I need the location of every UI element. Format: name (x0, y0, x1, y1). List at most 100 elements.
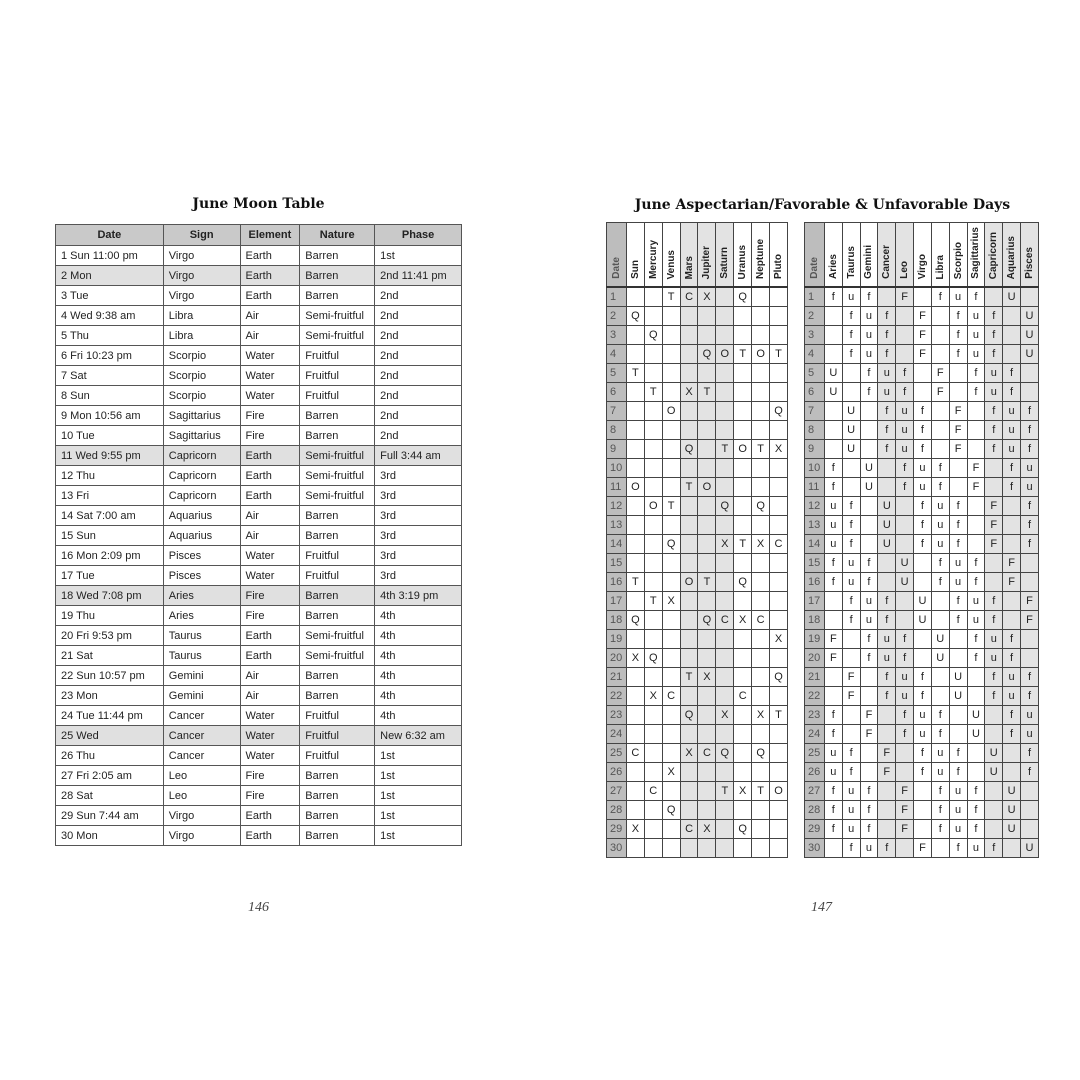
grid-cell: F (895, 819, 915, 839)
grid-cell: u (1002, 667, 1021, 687)
date-cell: 5 (804, 363, 825, 383)
grid-cell (859, 515, 879, 535)
grid-cell (625, 344, 645, 364)
grid-cell: f (930, 553, 950, 573)
grid-cell (643, 667, 663, 687)
table-cell: Fruitful (299, 345, 376, 366)
grid-cell: f (859, 286, 879, 307)
grid-cell (984, 553, 1004, 573)
grid-cell: f (841, 534, 861, 554)
grid-cell: u (948, 800, 968, 820)
table-cell: Fire (239, 785, 301, 806)
grid-row: 17 T X (606, 591, 788, 611)
grid-cell: f (984, 591, 1004, 611)
grid-cell (643, 420, 663, 440)
grid-cell (895, 344, 915, 364)
grid-cell: U (877, 496, 897, 516)
grid-cell (859, 439, 879, 459)
grid-cell (751, 629, 771, 649)
grid-cell (877, 286, 897, 307)
grid-cell: U (913, 591, 932, 611)
grid-cell: F (930, 363, 950, 383)
grid-cell: Q (733, 286, 753, 307)
grid-cell (697, 781, 717, 801)
grid-cell: O (643, 496, 663, 516)
grid-cell: T (769, 344, 788, 364)
grid-cell: f (859, 553, 879, 573)
grid-cell (895, 762, 915, 782)
grid-cell: f (913, 439, 932, 459)
grid-cell (769, 325, 788, 345)
grid-cell: f (930, 724, 950, 744)
table-cell: New 6:32 am (374, 725, 462, 746)
table-cell: 20 Fri 9:53 pm (55, 625, 164, 646)
grid-cell: C (679, 286, 699, 307)
grid-cell: u (841, 819, 861, 839)
grid-cell: f (895, 648, 915, 668)
table-cell: Pisces (162, 545, 241, 566)
grid-cell: X (751, 705, 771, 725)
grid-cell (841, 705, 861, 725)
grid-cell (661, 306, 681, 326)
grid-cell: Q (643, 648, 663, 668)
grid-cell: f (984, 686, 1004, 706)
grid-cell: u (966, 306, 986, 326)
grid-cell (679, 534, 699, 554)
grid-cell: f (841, 496, 861, 516)
grid-cell (751, 515, 771, 535)
table-cell: 7 Sat (55, 365, 164, 386)
grid-cell (715, 401, 735, 421)
table-cell: Barren (299, 265, 376, 286)
column-header: Scorpio (948, 222, 968, 288)
table-cell: Fire (239, 605, 301, 626)
table-row: 2 Mon Virgo Earth Barren 2nd 11:41 pm (55, 265, 462, 286)
grid-cell (984, 477, 1004, 497)
date-cell: 4 (606, 344, 627, 364)
grid-cell (643, 553, 663, 573)
table-cell: Fire (239, 425, 301, 446)
grid-cell (1002, 515, 1021, 535)
table-cell: 6 Fri 10:23 pm (55, 345, 164, 366)
date-cell: 22 (804, 686, 825, 706)
grid-cell (877, 477, 897, 497)
table-row: 21 Sat Taurus Earth Semi-fruitful 4th (55, 645, 462, 666)
grid-cell: u (984, 363, 1004, 383)
grid-cell (841, 382, 861, 402)
grid-cell: f (859, 572, 879, 592)
grid-cell: u (823, 743, 843, 763)
grid-cell: f (966, 629, 986, 649)
grid-cell (859, 686, 879, 706)
grid-cell (661, 325, 681, 345)
date-cell: 23 (606, 705, 627, 725)
grid-cell: U (1002, 819, 1021, 839)
grid-cell (643, 401, 663, 421)
moon-table: Date Sign Element Nature Phase 1 Sun 11:00 p… (55, 224, 462, 846)
grid-cell (643, 743, 663, 763)
grid-cell: u (930, 515, 950, 535)
date-cell: 2 (606, 306, 627, 326)
grid-cell (966, 743, 986, 763)
grid-cell: U (930, 629, 950, 649)
grid-cell: u (948, 572, 968, 592)
grid-cell (751, 686, 771, 706)
column-label: Cancer (881, 245, 893, 279)
grid-cell: f (1002, 363, 1021, 383)
column-label: Pluto (773, 254, 785, 279)
grid-cell: f (966, 363, 986, 383)
grid-cell (697, 705, 717, 725)
grid-cell (661, 819, 681, 839)
grid-cell (984, 819, 1004, 839)
grid-cell: f (823, 800, 843, 820)
grid-cell: f (823, 477, 843, 497)
grid-cell: u (984, 629, 1004, 649)
grid-row: 25 C X C Q Q (606, 743, 788, 763)
grid-cell: X (715, 534, 735, 554)
grid-cell: F (895, 800, 915, 820)
column-header: Aries (823, 222, 843, 288)
table-cell: 1st (374, 825, 462, 846)
grid-cell: U (877, 534, 897, 554)
grid-cell: F (1002, 553, 1021, 573)
grid-cell: O (625, 477, 645, 497)
grid-cell (877, 819, 897, 839)
table-cell: Fruitful (299, 565, 376, 586)
